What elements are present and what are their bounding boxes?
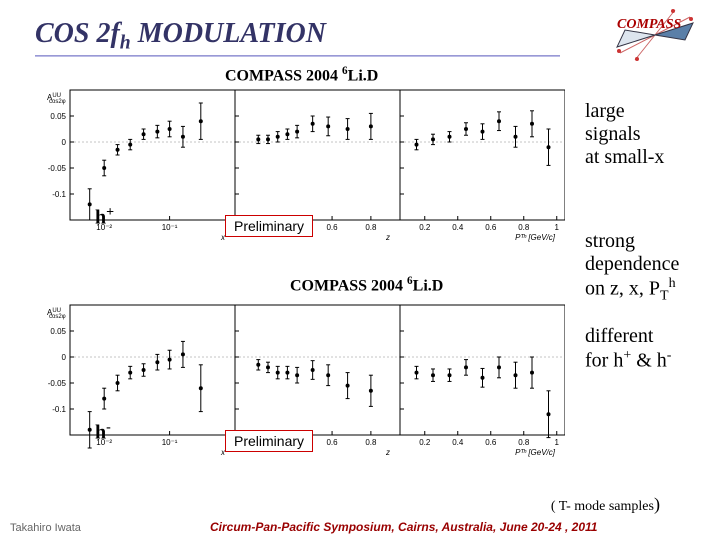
title-phi: f [110,18,119,49]
anno-different: different for h+ & h- [585,325,671,373]
svg-text:0.6: 0.6 [485,223,497,232]
logo-text: COMPASS [617,17,681,33]
anno-large-signals: large signals at small-x [585,100,664,169]
title-suffix: MODULATION [131,18,326,49]
svg-text:-0.05: -0.05 [48,379,67,388]
svg-text:0.8: 0.8 [518,438,530,447]
svg-text:0.8: 0.8 [518,223,530,232]
compass-logo: COMPASS [605,5,705,65]
svg-text:10⁻¹: 10⁻¹ [162,438,178,447]
prelim-text-2: Preliminary [234,433,304,449]
svg-text:0.2: 0.2 [419,438,431,447]
svg-text:-0.05: -0.05 [48,164,67,173]
svg-text:10⁻¹: 10⁻¹ [162,223,178,232]
svg-text:0.6: 0.6 [485,438,497,447]
slide-title: COS 2fh MODULATION [35,18,326,55]
compass-rose-icon [605,5,705,65]
svg-text:0.6: 0.6 [326,223,338,232]
svg-text:Pᵀʰ [GeV/c]: Pᵀʰ [GeV/c] [515,233,556,242]
chart1-title: COMPASS 2004 6Li.D [225,65,378,85]
svg-text:1: 1 [555,223,560,232]
title-rule [35,55,560,57]
svg-text:0.8: 0.8 [365,223,377,232]
footer-note: ( T- mode samples) [551,494,660,515]
svg-text:Pᵀʰ [GeV/c]: Pᵀʰ [GeV/c] [515,448,556,457]
svg-text:0.05: 0.05 [50,327,66,336]
svg-text:0.05: 0.05 [50,112,66,121]
anno-strong-dep: strong dependence on z, x, PTh [585,230,679,305]
svg-text:0.2: 0.2 [419,223,431,232]
svg-text:0.4: 0.4 [452,223,464,232]
footer-author: Takahiro Iwata [10,522,81,534]
svg-text:z: z [385,233,390,242]
svg-text:-0.1: -0.1 [52,405,66,414]
svg-text:-0.1: -0.1 [52,190,66,199]
hplus-label: h+ [95,205,114,230]
svg-text:0.8: 0.8 [365,438,377,447]
svg-text:0.6: 0.6 [326,438,338,447]
chart2-title: COMPASS 2004 6Li.D [290,275,443,295]
svg-text:AUUcos2φ: AUUcos2φ [47,93,66,105]
prelim-text-1: Preliminary [234,218,304,234]
title-sub: h [120,33,131,54]
prelim-box-1: Preliminary [225,215,313,237]
svg-text:z: z [385,448,390,457]
svg-text:0: 0 [62,138,67,147]
footer-conference: Circum-Pan-Pacific Symposium, Cairns, Au… [210,520,597,534]
prelim-box-2: Preliminary [225,430,313,452]
svg-text:1: 1 [555,438,560,447]
hminus-label: h- [95,420,111,445]
svg-text:0.4: 0.4 [452,438,464,447]
svg-text:0: 0 [62,353,67,362]
title-prefix: COS 2 [35,18,110,49]
svg-text:AUUcos2φ: AUUcos2φ [47,308,66,320]
